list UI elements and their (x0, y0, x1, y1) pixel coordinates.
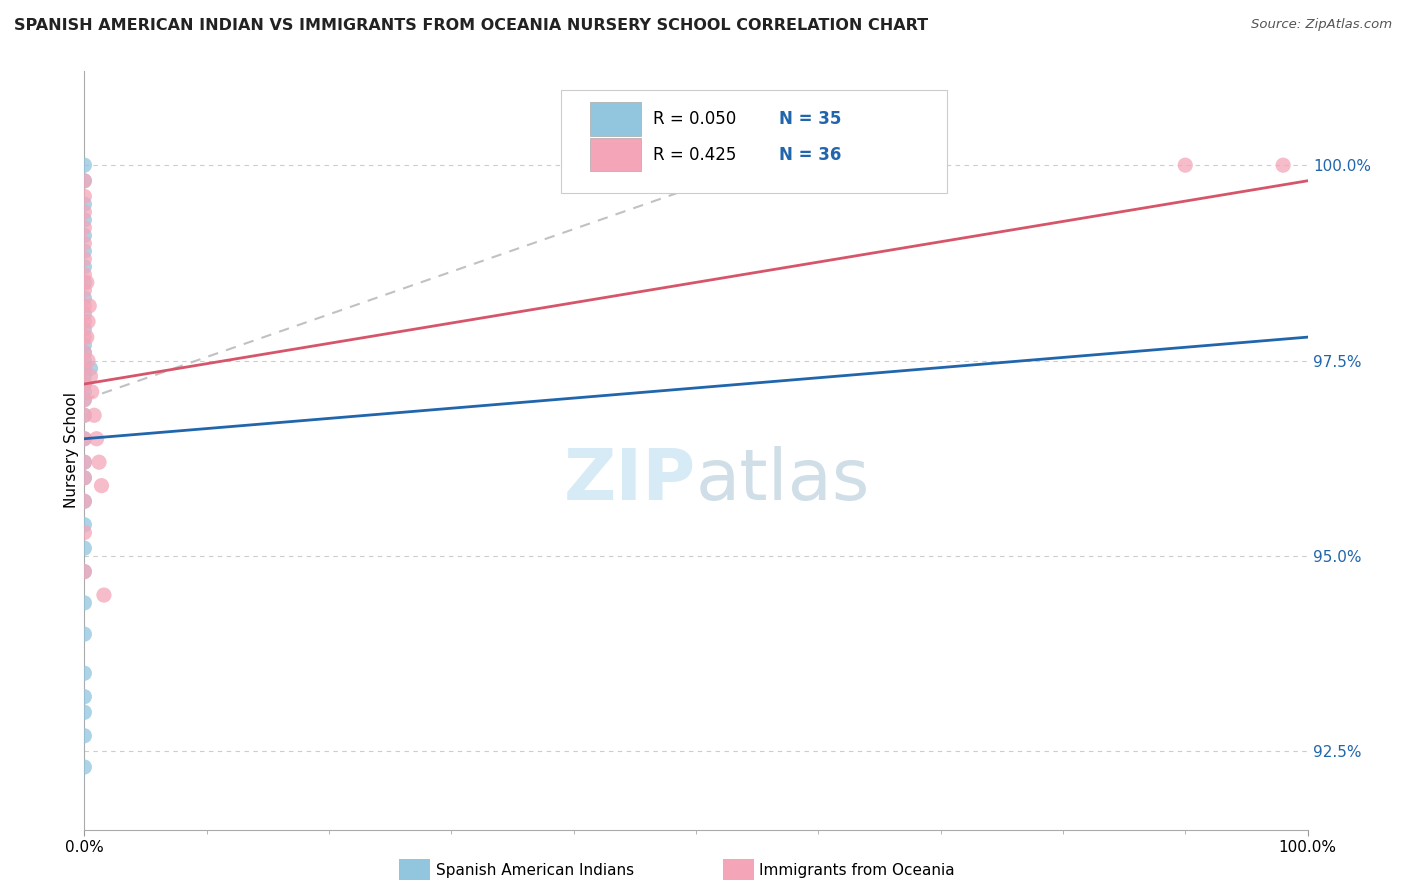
Point (73, 244, 96, 259)
Point (73, 276, 96, 290)
Point (73, 392, 96, 407)
Point (76, 330, 98, 344)
Point (73, 471, 96, 485)
Text: R = 0.050: R = 0.050 (654, 110, 737, 128)
Text: N = 35: N = 35 (779, 110, 842, 128)
Point (73, 322, 96, 336)
Point (73, 174, 96, 188)
Point (73, 228, 96, 243)
Point (79, 361, 101, 376)
Point (86, 432, 108, 446)
Point (87, 455, 110, 469)
Point (73, 220, 96, 235)
Point (73, 627, 96, 641)
Point (73, 174, 96, 188)
Point (77, 353, 100, 368)
Point (73, 252, 96, 266)
Point (73, 212, 96, 227)
Point (76, 276, 98, 290)
FancyBboxPatch shape (589, 138, 641, 171)
Point (73, 330, 96, 344)
Point (73, 565, 96, 579)
Point (73, 384, 96, 399)
Text: Source: ZipAtlas.com: Source: ZipAtlas.com (1251, 18, 1392, 31)
Point (73, 283, 96, 297)
Point (73, 525, 96, 540)
Point (83, 409, 105, 423)
Point (73, 494, 96, 508)
Point (79, 369, 101, 384)
Point (73, 205, 96, 219)
Point (73, 494, 96, 508)
Point (73, 455, 96, 469)
Point (73, 377, 96, 392)
Point (73, 392, 96, 407)
FancyBboxPatch shape (561, 90, 946, 193)
Text: R = 0.425: R = 0.425 (654, 145, 737, 164)
Point (1174, 158, 1197, 172)
Point (77, 299, 100, 313)
Point (73, 432, 96, 446)
Point (93, 588, 115, 602)
Point (73, 361, 96, 376)
Text: atlas: atlas (696, 446, 870, 516)
Point (73, 596, 96, 610)
Point (73, 409, 96, 423)
Point (73, 345, 96, 359)
Point (73, 409, 96, 423)
Point (73, 236, 96, 251)
Point (73, 517, 96, 532)
Point (73, 541, 96, 556)
Point (73, 471, 96, 485)
Text: N = 36: N = 36 (779, 145, 842, 164)
Point (73, 369, 96, 384)
Point (73, 432, 96, 446)
Point (73, 158, 96, 172)
Y-axis label: Nursery School: Nursery School (63, 392, 79, 508)
Point (73, 197, 96, 211)
Text: Immigrants from Oceania: Immigrants from Oceania (759, 863, 955, 878)
Point (73, 706, 96, 720)
FancyBboxPatch shape (589, 103, 641, 136)
Point (73, 729, 96, 743)
Point (73, 760, 96, 774)
Text: Spanish American Indians: Spanish American Indians (436, 863, 634, 878)
Point (73, 299, 96, 313)
Point (80, 384, 103, 399)
Point (1272, 158, 1295, 172)
Point (73, 565, 96, 579)
Point (77, 314, 100, 328)
Point (73, 189, 96, 203)
Point (90, 478, 112, 492)
Point (73, 314, 96, 328)
Point (73, 455, 96, 469)
Point (73, 268, 96, 282)
Point (73, 361, 96, 376)
Point (73, 690, 96, 704)
Point (73, 338, 96, 352)
Point (73, 353, 96, 368)
Point (73, 377, 96, 392)
Text: SPANISH AMERICAN INDIAN VS IMMIGRANTS FROM OCEANIA NURSERY SCHOOL CORRELATION CH: SPANISH AMERICAN INDIAN VS IMMIGRANTS FR… (14, 18, 928, 33)
Point (73, 291, 96, 305)
Point (73, 345, 96, 359)
Point (73, 307, 96, 321)
Point (73, 260, 96, 274)
Point (73, 666, 96, 681)
Text: ZIP: ZIP (564, 446, 696, 516)
